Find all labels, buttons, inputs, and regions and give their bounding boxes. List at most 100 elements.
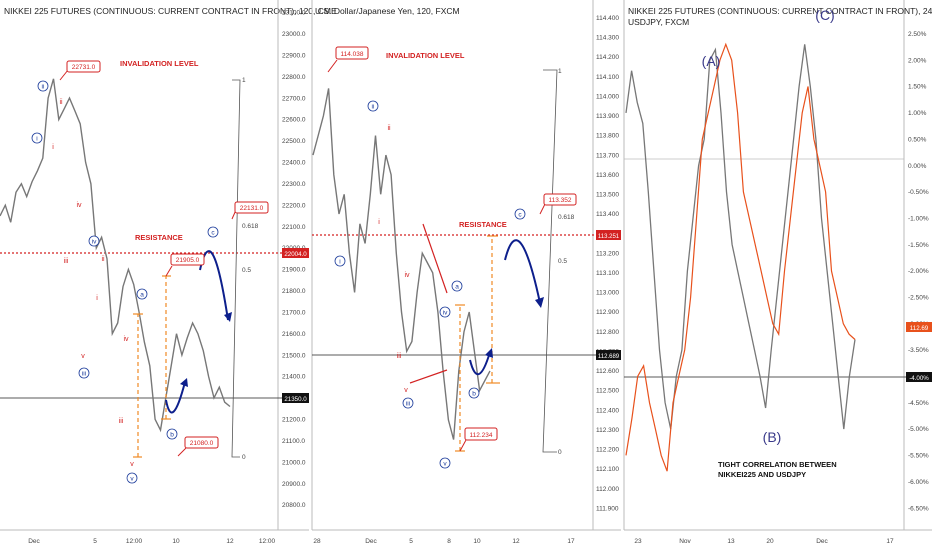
p2-invalidation-label: INVALIDATION LEVEL <box>386 51 465 60</box>
y-tick-label: 1.00% <box>908 110 927 117</box>
y-tick-label: 22100.0 <box>282 224 306 231</box>
panel-correlation-240: NIKKEI 225 FUTURES (CONTINUOUS: CURRENT … <box>623 0 932 545</box>
svg-text:112.234: 112.234 <box>469 432 492 439</box>
y-tick-label: 21400.0 <box>282 374 306 381</box>
p2-price-label-current-text: 112.689 <box>598 354 620 360</box>
x-tick-label: 12 <box>226 538 234 545</box>
y-tick-label: 114.400 <box>596 15 619 22</box>
y-tick-label: -6.50% <box>908 505 929 512</box>
p2-arrow-down <box>504 239 541 304</box>
p1-arrow-down-head <box>224 312 232 322</box>
svg-text:i: i <box>36 136 37 143</box>
svg-text:c: c <box>211 230 215 237</box>
p3-annotation-line2: NIKKEI225 AND USDJPY <box>718 470 806 479</box>
p1-wave-v-blue: v <box>126 472 138 484</box>
y-tick-label: 1.50% <box>908 84 927 91</box>
x-tick-label: Dec <box>28 538 40 545</box>
y-tick-label: 21100.0 <box>282 438 305 445</box>
x-tick-label: 17 <box>567 538 575 545</box>
y-tick-label: 22500.0 <box>282 138 306 145</box>
y-tick-label: 113.800 <box>596 133 619 140</box>
p1-wave-iv-red: iv <box>76 202 82 209</box>
p3-x-ticks: 23 Nov 13 20 Dec 17 <box>634 538 894 545</box>
p1-fib-05: 0.5 <box>242 267 251 274</box>
svg-text:iv: iv <box>92 239 97 246</box>
y-tick-label: 22300.0 <box>282 181 306 188</box>
p1-wave-ii-blue: ii <box>37 80 49 92</box>
svg-text:ii: ii <box>42 84 45 91</box>
p1-price-label-current <box>282 393 309 403</box>
svg-text:i: i <box>339 259 340 266</box>
p1-wave-c-blue: c <box>207 226 219 238</box>
p2-callout-112234: 112.234 <box>459 427 498 452</box>
p3-wave-C: (C) <box>815 7 834 23</box>
y-tick-label: 22600.0 <box>282 117 306 124</box>
svg-text:22131.0: 22131.0 <box>240 205 264 212</box>
y-tick-label: 0.50% <box>908 136 927 143</box>
p2-x-ticks: 28 Dec 5 8 10 12 17 <box>313 538 575 545</box>
x-tick-label: Nov <box>679 538 691 545</box>
y-tick-label: 23000.0 <box>282 31 306 38</box>
svg-text:iii: iii <box>406 401 410 408</box>
y-tick-label: -6.00% <box>908 479 929 486</box>
y-tick-label: 113.600 <box>596 172 619 179</box>
p2-fib-0618: 0.618 <box>558 214 575 221</box>
y-tick-label: 113.900 <box>596 113 619 120</box>
y-tick-label: 2.00% <box>908 57 927 64</box>
p1-price-label-resistance-text: 22004.0 <box>284 251 307 258</box>
y-tick-label: 112.900 <box>596 309 619 316</box>
p1-price-series <box>0 78 231 433</box>
p3-wave-A: (A) <box>702 53 721 69</box>
y-tick-label: 113.400 <box>596 211 619 218</box>
p1-fib-0618: 0.618 <box>242 223 259 230</box>
x-tick-label: 13 <box>727 538 735 545</box>
p2-arrow-down-head <box>535 297 544 308</box>
x-tick-label: 10 <box>172 538 180 545</box>
y-tick-label: 21900.0 <box>282 267 306 274</box>
p1-wave-b-blue: b <box>166 428 178 440</box>
p2-fib-0: 0 <box>558 449 562 456</box>
p1-x-ticks: Dec 5 12:00 10 12 12:00 <box>28 538 275 545</box>
p3-subtitle: USDJPY, FXCM <box>628 17 689 27</box>
p2-wave-b-blue: b <box>468 387 480 399</box>
p1-invalidation-label: INVALIDATION LEVEL <box>120 59 199 68</box>
p1-title: NIKKEI 225 FUTURES (CONTINUOUS: CURRENT … <box>4 6 337 16</box>
y-tick-label: 22700.0 <box>282 95 306 102</box>
y-tick-label: -2.50% <box>908 295 929 302</box>
p3-price-label-usdjpy <box>906 322 932 332</box>
p2-price-label-resistance <box>596 230 621 240</box>
p2-red-trendline-2 <box>409 369 448 384</box>
x-tick-label: 28 <box>313 538 321 545</box>
y-tick-label: 113.000 <box>596 290 619 297</box>
y-tick-label: 21800.0 <box>282 288 306 295</box>
y-tick-label: 0.00% <box>908 163 927 170</box>
y-tick-label: 22800.0 <box>282 74 306 81</box>
y-tick-label: -5.00% <box>908 426 929 433</box>
y-tick-label: -3.50% <box>908 347 929 354</box>
y-tick-label: -4.50% <box>908 400 929 407</box>
p1-callout-21905: 21905.0 <box>165 253 205 277</box>
p2-wave-v-red: v <box>404 387 408 394</box>
x-tick-label: 17 <box>886 538 894 545</box>
x-tick-label: 12:00 <box>126 538 143 545</box>
y-tick-label: 113.500 <box>596 192 619 199</box>
x-tick-label: 23 <box>634 538 642 545</box>
y-tick-label: -1.00% <box>908 215 929 222</box>
y-tick-label: 22400.0 <box>282 160 306 167</box>
y-tick-label: -2.00% <box>908 268 929 275</box>
y-tick-label: 23100.0 <box>282 10 306 17</box>
p2-price-label-resistance-text: 113.251 <box>598 234 620 240</box>
svg-text:21080.0: 21080.0 <box>190 440 214 447</box>
p1-fib-frame <box>231 79 241 458</box>
y-tick-label: 22200.0 <box>282 202 306 209</box>
y-tick-label: 112.200 <box>596 447 619 454</box>
p3-price-label-current <box>906 372 932 382</box>
y-tick-label: 113.200 <box>596 250 619 257</box>
y-tick-label: -0.50% <box>908 189 929 196</box>
p2-red-trendline-1 <box>422 223 448 294</box>
p2-price-label-current <box>596 350 621 360</box>
p1-wave-iv-red-minor: iv <box>123 336 129 343</box>
y-tick-label: 21000.0 <box>282 459 306 466</box>
x-tick-label: 10 <box>473 538 481 545</box>
